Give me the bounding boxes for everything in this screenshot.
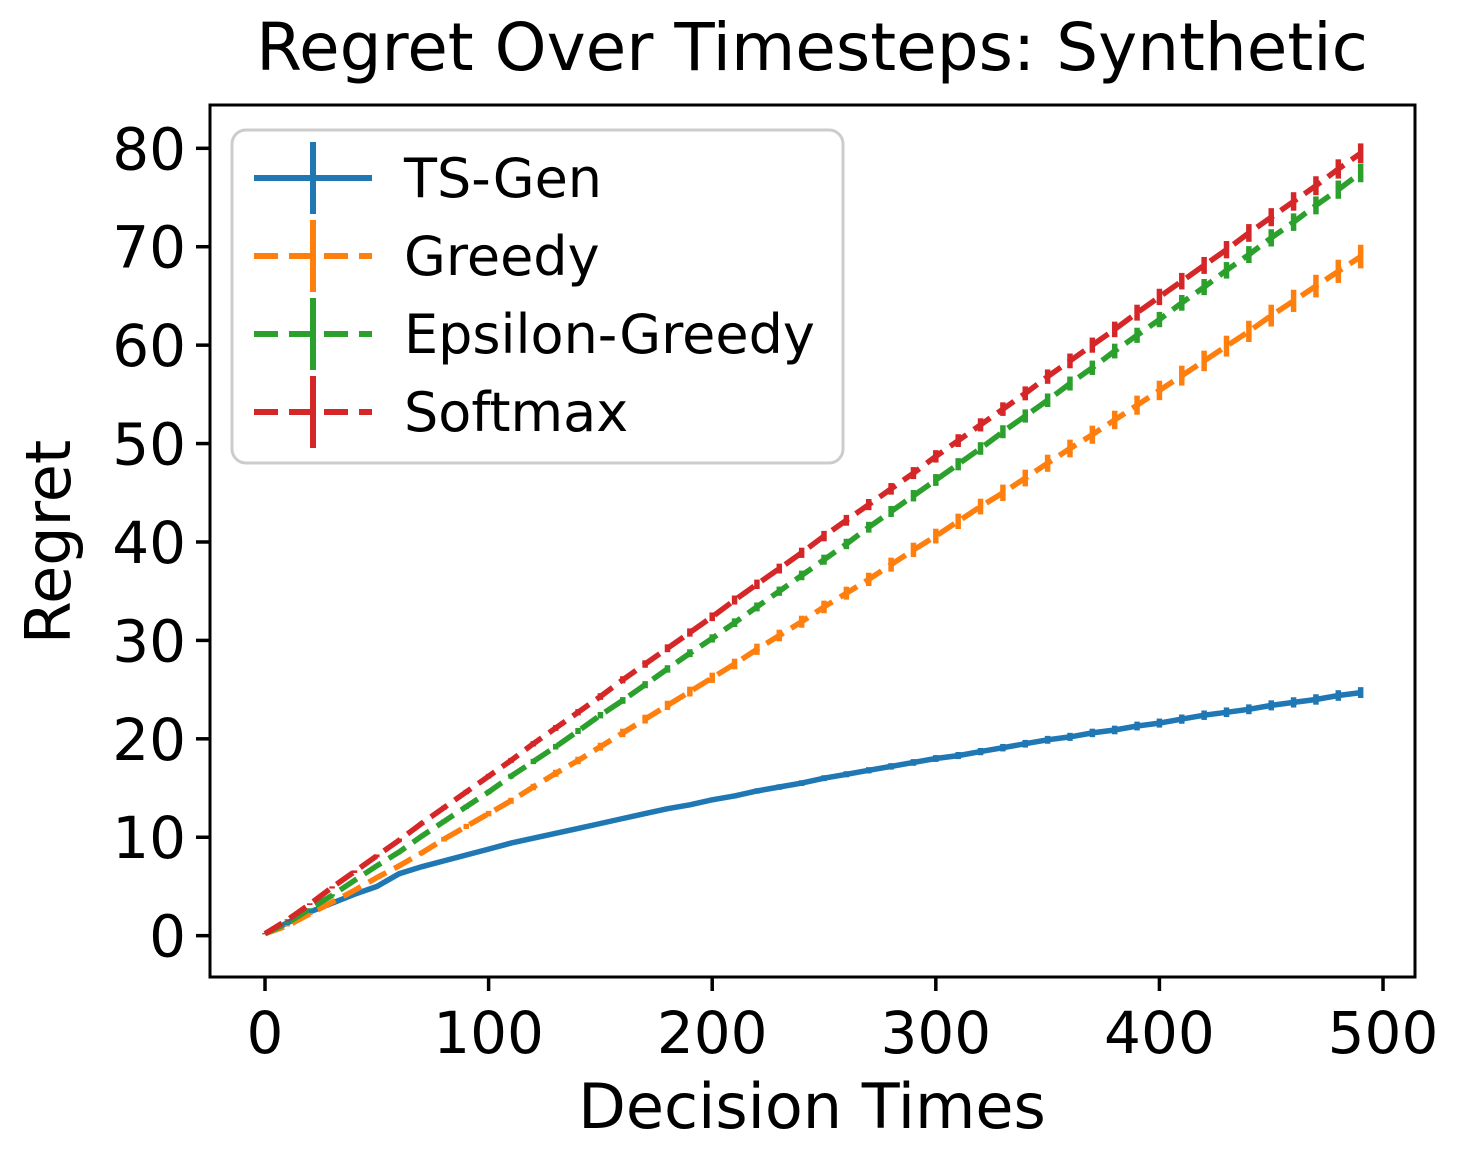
legend-label: Greedy <box>404 225 600 288</box>
y-tick-label: 20 <box>112 706 186 774</box>
legend-item-epsilon-greedy: Epsilon-Greedy <box>254 298 815 370</box>
series-softmax <box>262 143 1364 937</box>
legend-item-softmax: Softmax <box>254 376 628 448</box>
legend-box <box>230 128 845 465</box>
x-axis-label: Decision Times <box>578 1070 1046 1143</box>
x-tick-label: 400 <box>1104 999 1215 1067</box>
legend-label: Softmax <box>404 381 628 444</box>
x-tick-label: 300 <box>880 999 991 1067</box>
y-tick-label: 80 <box>112 115 186 183</box>
legend-label: TS-Gen <box>403 147 602 210</box>
legend-label: Epsilon-Greedy <box>404 303 815 366</box>
y-tick-label: 40 <box>112 509 186 577</box>
series-epsilon-greedy <box>262 163 1364 937</box>
axes-ticks: 0 100 200 300 400 500 0 10 20 30 40 50 60 70 80 <box>112 115 1438 1067</box>
y-tick-label: 10 <box>112 804 186 872</box>
y-tick-label: 70 <box>112 214 186 282</box>
y-tick-label: 50 <box>112 411 186 479</box>
y-axis-label: Regret <box>12 440 85 644</box>
data-line-epsilon-greedy <box>263 170 1363 937</box>
legend-item-ts-gen: TS-Gen <box>254 142 602 214</box>
data-line-softmax <box>263 150 1363 937</box>
series-greedy <box>262 244 1364 937</box>
x-tick-label: 0 <box>247 999 284 1067</box>
y-tick-label: 30 <box>112 607 186 675</box>
data-line-greedy <box>264 254 1363 937</box>
x-tick-label: 200 <box>657 999 768 1067</box>
plot-area <box>262 143 1364 937</box>
legend-item-greedy: Greedy <box>254 220 600 292</box>
x-tick-label: 100 <box>433 999 544 1067</box>
x-tick-label: 500 <box>1328 999 1439 1067</box>
data-line-ts-gen <box>263 689 1362 937</box>
y-tick-label: 60 <box>112 312 186 380</box>
series-ts-gen <box>262 687 1364 937</box>
legend: TS-Gen Greedy Epsilon-Greedy Softmax <box>230 128 845 465</box>
y-tick-label: 0 <box>149 903 186 971</box>
chart-title: Regret Over Timesteps: Synthetic <box>256 9 1368 86</box>
